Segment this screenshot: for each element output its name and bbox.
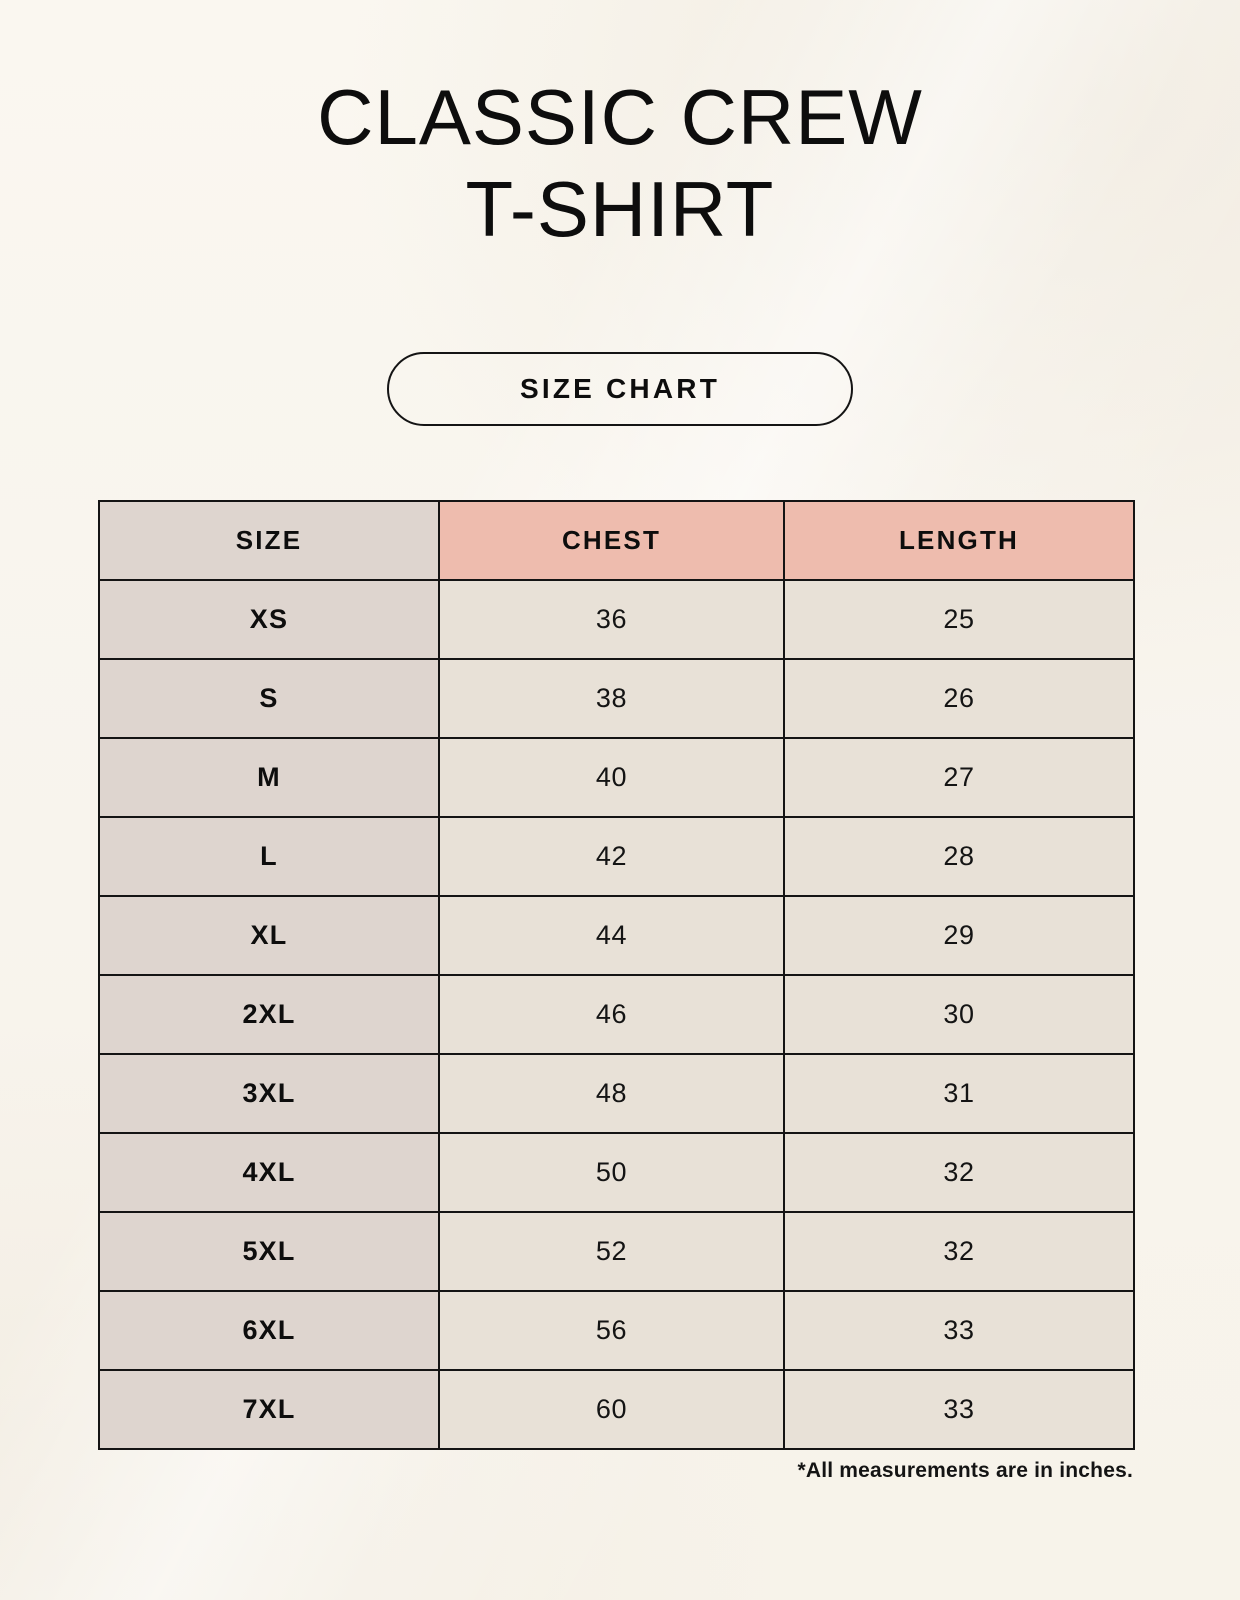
title-line-1: CLASSIC CREW: [317, 73, 923, 161]
cell-length: 28: [783, 816, 1135, 897]
cell-length: 32: [783, 1211, 1135, 1292]
cell-size: 6XL: [98, 1290, 440, 1371]
cell-chest: 44: [438, 895, 785, 976]
cell-size: XL: [98, 895, 440, 976]
cell-chest: 52: [438, 1211, 785, 1292]
cell-chest: 40: [438, 737, 785, 818]
table-row: L 42 28: [98, 816, 1135, 897]
title-line-2: T-SHIRT: [465, 165, 775, 253]
cell-chest: 42: [438, 816, 785, 897]
page-title: CLASSIC CREW T-SHIRT: [0, 78, 1240, 248]
cell-chest: 38: [438, 658, 785, 739]
size-chart-badge: SIZE CHART: [387, 352, 853, 426]
cell-size: 3XL: [98, 1053, 440, 1134]
table-row: 6XL 56 33: [98, 1290, 1135, 1371]
table-header-row: SIZE CHEST LENGTH: [98, 500, 1135, 581]
table-row: 7XL 60 33: [98, 1369, 1135, 1450]
cell-chest: 48: [438, 1053, 785, 1134]
cell-size: XS: [98, 579, 440, 660]
cell-chest: 60: [438, 1369, 785, 1450]
cell-length: 33: [783, 1369, 1135, 1450]
cell-chest: 36: [438, 579, 785, 660]
table-row: S 38 26: [98, 658, 1135, 739]
table-row: XS 36 25: [98, 579, 1135, 660]
cell-chest: 46: [438, 974, 785, 1055]
cell-length: 29: [783, 895, 1135, 976]
size-chart-badge-container: SIZE CHART: [0, 352, 1240, 426]
cell-chest: 50: [438, 1132, 785, 1213]
cell-size: 7XL: [98, 1369, 440, 1450]
table-row: 5XL 52 32: [98, 1211, 1135, 1292]
table-row: M 40 27: [98, 737, 1135, 818]
cell-size: L: [98, 816, 440, 897]
column-header-size: SIZE: [98, 500, 440, 581]
table-row: 3XL 48 31: [98, 1053, 1135, 1134]
column-header-chest: CHEST: [438, 500, 785, 581]
column-header-length: LENGTH: [783, 500, 1135, 581]
cell-chest: 56: [438, 1290, 785, 1371]
cell-length: 26: [783, 658, 1135, 739]
cell-size: S: [98, 658, 440, 739]
cell-length: 27: [783, 737, 1135, 818]
measurement-units-footnote: *All measurements are in inches.: [797, 1459, 1133, 1482]
cell-size: 2XL: [98, 974, 440, 1055]
cell-size: 4XL: [98, 1132, 440, 1213]
cell-length: 30: [783, 974, 1135, 1055]
table-row: 4XL 50 32: [98, 1132, 1135, 1213]
cell-length: 32: [783, 1132, 1135, 1213]
table-body: XS 36 25 S 38 26 M 40 27 L 42 28 XL 44 29 2XL 46 30 3XL 48 3…: [98, 579, 1135, 1450]
cell-size: 5XL: [98, 1211, 440, 1292]
size-chart-table-container: SIZE CHEST LENGTH XS 36 25 S 38 26 M 40 27 L 42 28 X…: [98, 500, 1135, 1450]
size-chart-table: SIZE CHEST LENGTH XS 36 25 S 38 26 M 40 27 L 42 28 X…: [98, 500, 1135, 1450]
cell-size: M: [98, 737, 440, 818]
cell-length: 25: [783, 579, 1135, 660]
table-row: 2XL 46 30: [98, 974, 1135, 1055]
cell-length: 33: [783, 1290, 1135, 1371]
table-row: XL 44 29: [98, 895, 1135, 976]
cell-length: 31: [783, 1053, 1135, 1134]
